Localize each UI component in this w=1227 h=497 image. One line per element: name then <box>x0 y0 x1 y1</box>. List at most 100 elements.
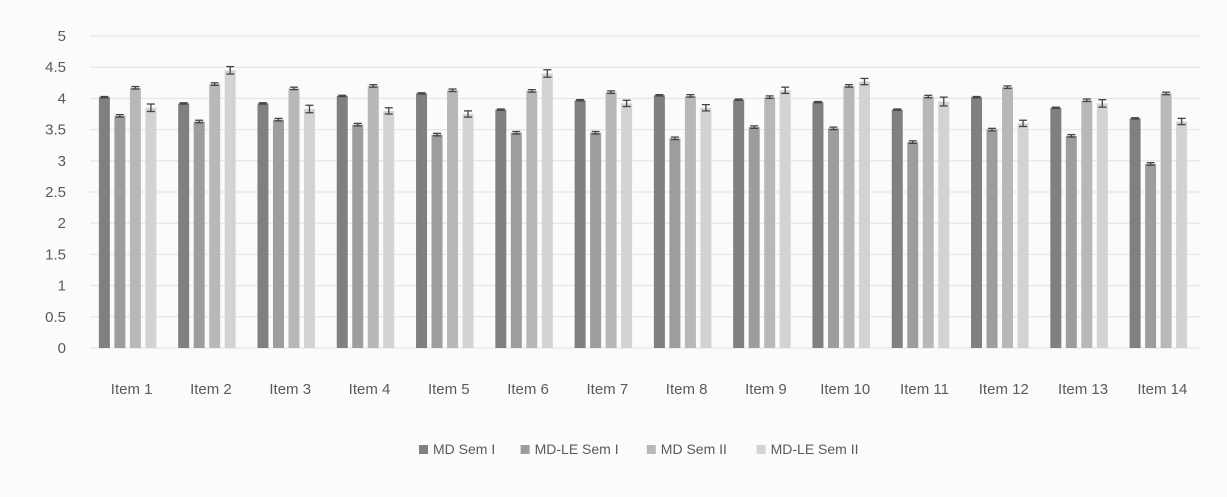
error-bar <box>543 69 552 78</box>
bar <box>812 102 824 348</box>
bar <box>858 81 870 348</box>
error-bar <box>939 96 948 107</box>
x-category-label: Item 5 <box>428 381 470 398</box>
y-tick-label: 1 <box>58 278 66 295</box>
bar <box>193 121 205 348</box>
bar <box>574 100 586 348</box>
y-tick-label: 4.5 <box>45 59 66 76</box>
x-category-label: Item 10 <box>820 381 870 398</box>
bar <box>1160 93 1172 349</box>
bar <box>1065 135 1077 348</box>
bar <box>272 119 284 348</box>
error-bar <box>464 110 473 118</box>
error-bar <box>908 140 917 144</box>
y-tick-label: 2 <box>58 215 66 232</box>
bar <box>336 95 348 349</box>
error-bar <box>686 94 695 98</box>
bar <box>209 84 221 348</box>
y-tick-label: 1.5 <box>45 246 66 263</box>
bar <box>288 88 300 348</box>
error-bar <box>1067 133 1076 138</box>
bar <box>1129 118 1141 348</box>
y-tick-label: 5 <box>58 28 66 45</box>
bar <box>1017 123 1029 348</box>
bar <box>447 90 459 349</box>
error-bar <box>1131 117 1140 120</box>
bar <box>827 128 839 348</box>
error-bar <box>417 92 426 95</box>
legend-label: MD Sem I <box>433 441 495 457</box>
error-bar <box>195 119 204 124</box>
y-tick-label: 3 <box>58 153 66 170</box>
error-bar <box>765 95 774 100</box>
error-bar <box>384 107 393 115</box>
bar <box>669 138 681 348</box>
bar <box>145 107 157 348</box>
error-bar <box>115 113 124 118</box>
error-bar <box>670 136 679 141</box>
error-bar <box>100 95 109 99</box>
bar <box>367 85 379 349</box>
error-bar <box>591 130 600 135</box>
bar <box>541 73 553 348</box>
x-category-label: Item 3 <box>269 381 311 398</box>
bar <box>748 127 760 348</box>
legend-item: MD-LE Sem I <box>520 441 619 457</box>
error-bar <box>1082 98 1091 103</box>
error-bar <box>305 104 314 114</box>
bar <box>684 95 696 349</box>
error-bar <box>1051 106 1060 110</box>
error-bar <box>527 89 536 93</box>
error-bar <box>258 102 267 105</box>
x-category-label: Item 9 <box>745 381 787 398</box>
bar <box>129 87 141 349</box>
bar <box>98 97 110 348</box>
x-category-label: Item 4 <box>349 381 391 398</box>
bar <box>352 124 364 348</box>
bar <box>779 90 791 349</box>
x-category-label: Item 1 <box>111 381 153 398</box>
y-tick-label: 0.5 <box>45 309 66 326</box>
legend-label: MD Sem II <box>661 441 727 457</box>
grid-layer <box>90 35 1200 349</box>
bar <box>590 132 602 348</box>
bar <box>462 114 474 348</box>
error-bar <box>893 108 902 111</box>
error-bar <box>607 90 616 95</box>
error-bar <box>829 126 838 131</box>
bar <box>178 103 190 348</box>
x-category-label: Item 12 <box>979 381 1029 398</box>
error-bar <box>1019 119 1028 128</box>
error-bar <box>1162 91 1171 96</box>
error-bar <box>813 100 822 104</box>
legend-swatch <box>756 445 766 454</box>
bar <box>526 90 538 349</box>
x-category-label: Item 2 <box>190 381 232 398</box>
bar <box>1096 103 1108 348</box>
error-bar <box>274 117 283 122</box>
x-category-label: Item 14 <box>1137 381 1187 398</box>
y-axis-ticks: 0 0.5 1 1.5 2 2.5 3 3.5 4 4.5 5 <box>45 28 66 357</box>
error-bar <box>1146 162 1155 166</box>
error-bar <box>210 82 219 86</box>
bar <box>303 109 315 349</box>
legend-swatch <box>646 445 656 454</box>
bars-layer <box>98 70 1188 349</box>
bar <box>922 96 934 348</box>
error-bar <box>734 98 743 101</box>
error-bar <box>622 99 631 108</box>
error-bar <box>1177 117 1186 126</box>
y-tick-label: 2.5 <box>45 184 66 201</box>
bar <box>621 103 633 348</box>
legend-swatch <box>419 445 428 454</box>
bar <box>700 107 712 348</box>
bar <box>1002 87 1014 348</box>
error-bar <box>860 77 869 86</box>
legend-swatch <box>520 445 530 454</box>
bar <box>1050 107 1062 348</box>
x-category-label: Item 11 <box>900 381 949 398</box>
x-category-label: Item 7 <box>587 381 629 398</box>
error-bar <box>369 84 378 88</box>
error-bar <box>1098 98 1107 108</box>
